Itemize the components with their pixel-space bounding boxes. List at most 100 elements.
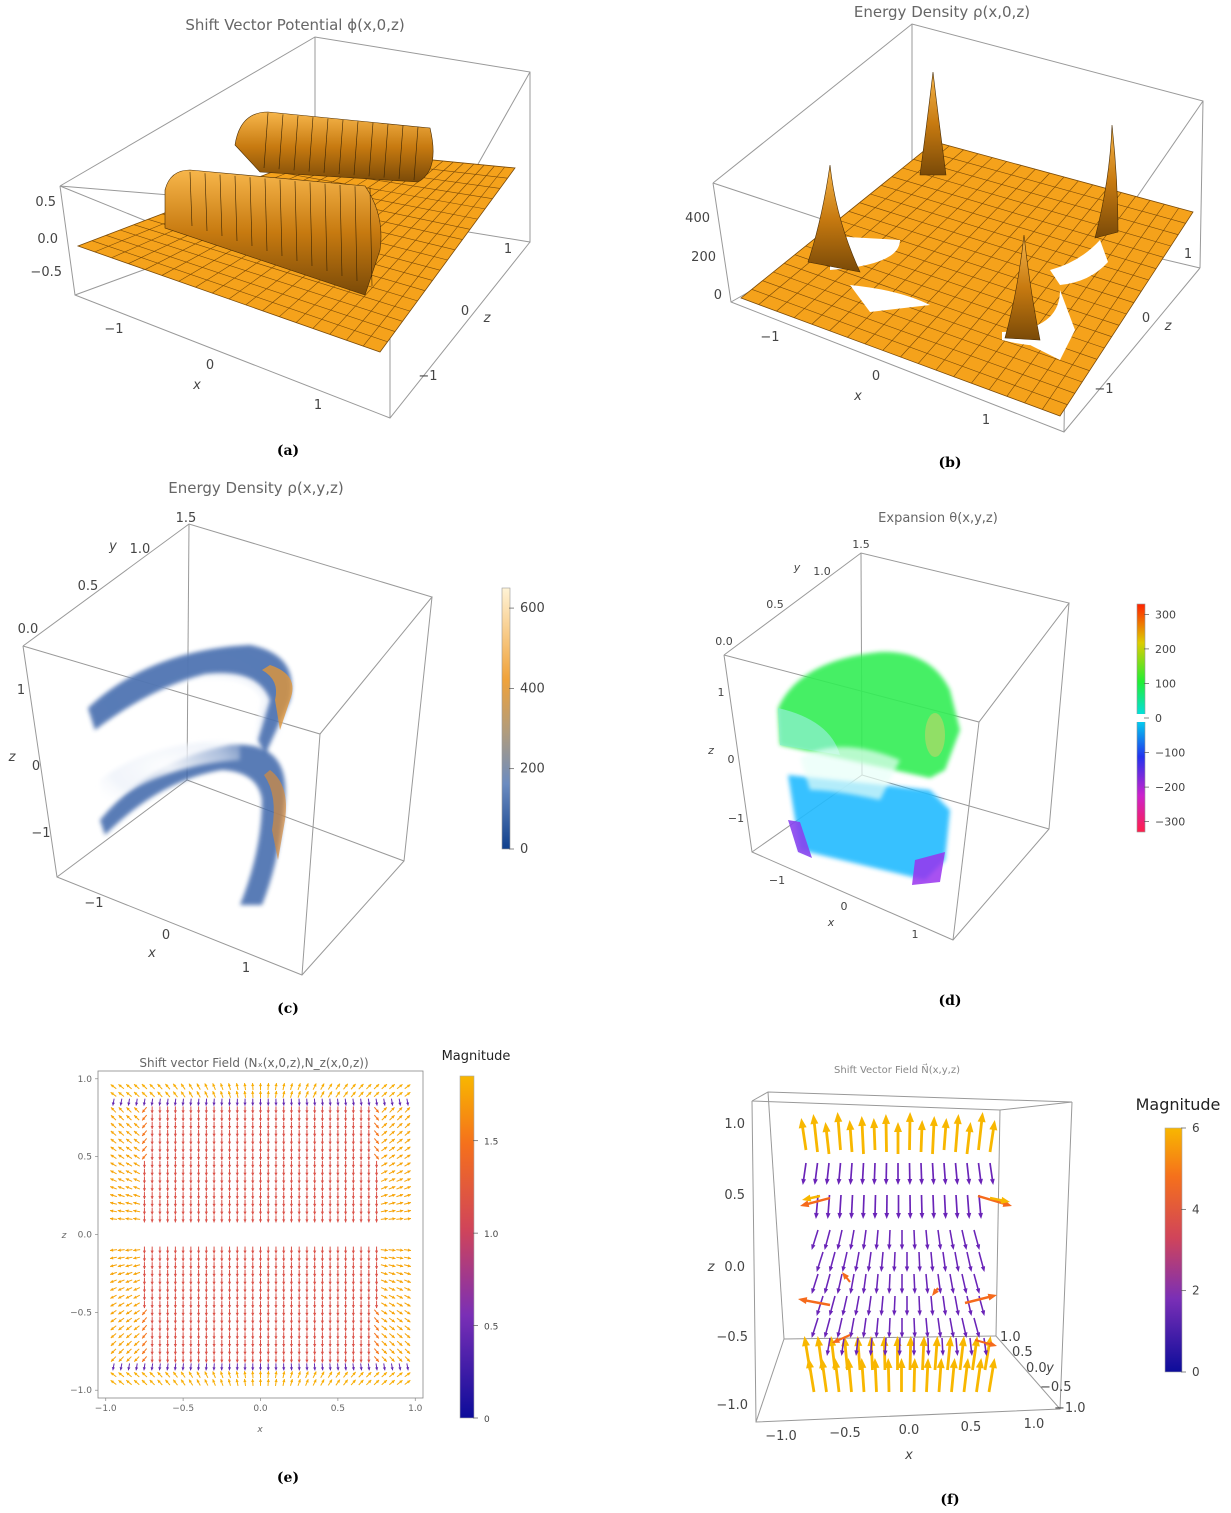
- panel-e-arrow-head: [173, 1149, 177, 1153]
- panel-e-arrow-head: [328, 1273, 332, 1277]
- panel-e-arrow-head: [329, 1379, 333, 1383]
- panel-e-arrow-head: [320, 1141, 325, 1145]
- panel-e-arrow-head: [351, 1344, 355, 1347]
- panel-e-arrow-head: [220, 1250, 224, 1254]
- panel-b: Energy Density ρ(x,0,z) 400 200 0 −1 0: [685, 3, 1204, 471]
- panel-e-arrow-head: [328, 1211, 332, 1215]
- panel-e-arrow-head: [251, 1258, 255, 1262]
- panel-e-arrows: [109, 1083, 412, 1386]
- panel-e-arrow-head: [368, 1379, 372, 1384]
- panel-e-arrow-head: [289, 1273, 294, 1277]
- panel-f-arrow-head: [872, 1212, 878, 1219]
- panel-e-arrow-head: [274, 1211, 278, 1215]
- panel-e-arrow-head: [367, 1273, 371, 1277]
- panel-a-ridge-line: [234, 175, 238, 242]
- panel-e-arrow-head: [166, 1297, 170, 1301]
- panel-f-arrow: [824, 1128, 831, 1155]
- panel-e-arrow-head: [351, 1211, 355, 1215]
- panel-e-arrow-head: [181, 1379, 185, 1383]
- panel-e-arrow-head: [313, 1110, 317, 1114]
- panel-e-arrow-head: [258, 1367, 263, 1371]
- panel-c-ztick: −1: [31, 826, 50, 841]
- panel-e-arrow-head: [251, 1102, 255, 1106]
- panel-e-arrow-head: [235, 1164, 239, 1168]
- panel-e-arrow-head: [204, 1133, 208, 1137]
- panel-e-arrow-head: [274, 1336, 278, 1340]
- panel-e-arrow-head: [117, 1256, 122, 1260]
- panel-f-arrow: [977, 1118, 984, 1151]
- panel-e-arrow-head: [173, 1359, 177, 1363]
- panel-e-arrow-head: [344, 1281, 348, 1285]
- panel-e-arrow-head: [383, 1131, 387, 1135]
- panel-e-arrow-head: [196, 1083, 200, 1087]
- panel-e-arrow-head: [344, 1219, 348, 1223]
- panel-e-arrow-head: [204, 1180, 208, 1184]
- panel-f-arrow-head: [848, 1178, 854, 1185]
- panel-e-arrow-head: [406, 1102, 410, 1106]
- panel-e-arrow-head: [251, 1328, 255, 1332]
- panel-e-arrow-head: [125, 1264, 129, 1268]
- panel-e-arrow-head: [351, 1281, 355, 1285]
- panel-e-arrow-head: [235, 1157, 239, 1161]
- panel-f-arrow: [954, 1120, 960, 1153]
- panel-d-ytick: 0.0: [715, 635, 733, 648]
- panel-e-arrow-head: [391, 1146, 395, 1150]
- panel-e-arrow-head: [383, 1303, 388, 1307]
- panel-e-arrow-head: [351, 1126, 355, 1129]
- panel-e-arrow-head: [391, 1123, 395, 1127]
- panel-e-arrow-head: [297, 1289, 301, 1293]
- panel-e-arrow-head: [336, 1273, 340, 1277]
- panel-e-arrow-head: [336, 1219, 340, 1223]
- panel-e-arrow-head: [336, 1250, 340, 1254]
- panel-e-arrow-head: [173, 1258, 177, 1262]
- panel-e-arrow-head: [351, 1297, 355, 1301]
- panel-e-arrow-head: [150, 1258, 154, 1262]
- panel-d-y-ticks: 1.5 1.0 0.5 0.0: [715, 538, 870, 648]
- panel-e-arrow-head: [344, 1164, 348, 1168]
- panel-e-arrow-head: [336, 1305, 340, 1309]
- panel-e-arrow-head: [328, 1359, 332, 1363]
- panel-a-ridge-mesh: [189, 112, 419, 287]
- panel-e-arrow-head: [111, 1102, 115, 1106]
- panel-e-arrow-head: [313, 1371, 317, 1375]
- panel-b-white-gap: [830, 236, 1075, 360]
- panel-e-arrow-head: [110, 1295, 114, 1299]
- panel-e-arrow-head: [125, 1178, 130, 1182]
- panel-f-arrow: [870, 1337, 873, 1353]
- panel-f-arrow-head: [937, 1244, 943, 1250]
- panel-e-arrow-head: [375, 1358, 379, 1362]
- panel-f-arrow-head: [989, 1120, 998, 1131]
- panel-f-arrow-head: [810, 1114, 819, 1125]
- panel-e-arrow-head: [282, 1344, 286, 1347]
- panel-e-arrow-head: [181, 1344, 185, 1347]
- panel-e-arrow-head: [305, 1172, 309, 1176]
- panel-e-arrow-head: [313, 1320, 317, 1324]
- panel-f-arrow-head: [932, 1336, 941, 1347]
- panel-e-arrow-head: [352, 1083, 356, 1088]
- panel-e-arrow-head: [391, 1170, 396, 1174]
- panel-e-arrow-head: [158, 1211, 162, 1215]
- panel-e-arrow-head: [391, 1154, 395, 1158]
- panel-e-arrow-head: [320, 1126, 325, 1129]
- panel-e-arrow-head: [166, 1196, 170, 1200]
- panel-e-arrow-head: [227, 1110, 232, 1114]
- panel-e-arrow-head: [126, 1358, 130, 1362]
- panel-f-ztick: 0.5: [724, 1188, 745, 1203]
- panel-e-arrow-head: [289, 1297, 294, 1301]
- panel-f-arrow-head: [887, 1332, 892, 1338]
- panel-e-arrow-head: [297, 1328, 301, 1332]
- panel-e-arrow-head: [305, 1157, 309, 1161]
- panel-f-arrow-head: [823, 1332, 829, 1338]
- panel-e-arrow-head: [359, 1359, 363, 1363]
- panel-e-arrow-head: [313, 1118, 317, 1122]
- panel-e-arrow-head: [282, 1371, 286, 1375]
- panel-a-ridge-line: [338, 119, 344, 175]
- panel-f-arrow-head: [816, 1266, 821, 1272]
- panel-d-colorbar-tick-label: −300: [1155, 816, 1185, 829]
- panel-e-arrow-head: [407, 1287, 411, 1291]
- panel-f-arrow-head: [798, 1297, 808, 1305]
- panel-e-arrow-head: [258, 1133, 263, 1137]
- panel-b-peak-front-right: [1004, 234, 1041, 341]
- panel-e-arrow-head: [142, 1109, 146, 1113]
- panel-e-arrow-head: [166, 1359, 170, 1363]
